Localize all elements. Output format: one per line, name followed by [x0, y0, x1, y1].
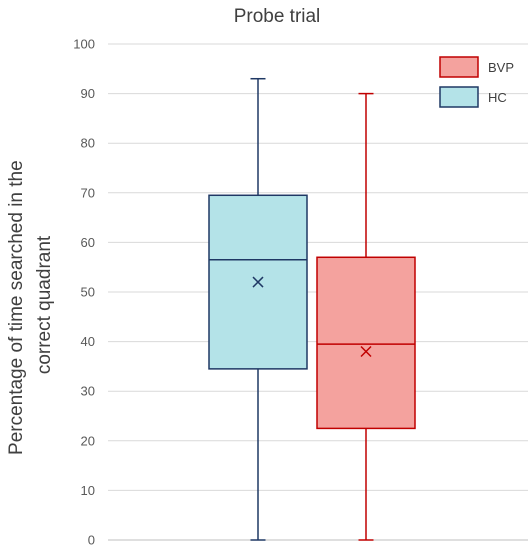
y-tick-label-100: 100	[73, 37, 95, 52]
iqr-box-bvp	[316, 256, 416, 430]
y-tick-label-80: 80	[81, 136, 95, 151]
chart-title: Probe trial	[234, 6, 321, 27]
mean-marker-b-hc	[252, 276, 264, 288]
y-axis-ticks: 0 10 20 30 40 50 60 70 80 90 100	[73, 37, 95, 548]
boxes	[208, 77, 416, 541]
y-tick-label-70: 70	[81, 185, 95, 200]
legend-label-hc: HC	[488, 90, 507, 105]
y-axis-label-line-1: Percentage of time searched in the	[6, 160, 27, 455]
box-bvp	[316, 92, 416, 541]
y-axis-label: Percentage of time searched in the corre…	[6, 155, 55, 455]
y-tick-label-90: 90	[81, 86, 95, 101]
box-hc	[208, 77, 308, 541]
y-tick-label-40: 40	[81, 334, 95, 349]
y-tick-label-50: 50	[81, 285, 95, 300]
y-tick-label-60: 60	[81, 235, 95, 250]
mean-marker-b-bvp	[360, 345, 372, 358]
y-tick-label-20: 20	[81, 433, 95, 448]
legend-swatch-hc	[439, 86, 479, 108]
legend-swatch-bvp	[439, 56, 479, 78]
legend: BVP HC	[439, 56, 514, 108]
legend-label-bvp: BVP	[488, 60, 514, 75]
y-tick-label-30: 30	[81, 384, 95, 399]
y-tick-label-0: 0	[88, 533, 95, 548]
y-axis-label-line-2: correct quadrant	[34, 235, 55, 374]
y-tick-label-10: 10	[81, 483, 95, 498]
